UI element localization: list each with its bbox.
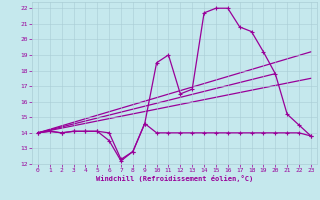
X-axis label: Windchill (Refroidissement éolien,°C): Windchill (Refroidissement éolien,°C) [96,175,253,182]
